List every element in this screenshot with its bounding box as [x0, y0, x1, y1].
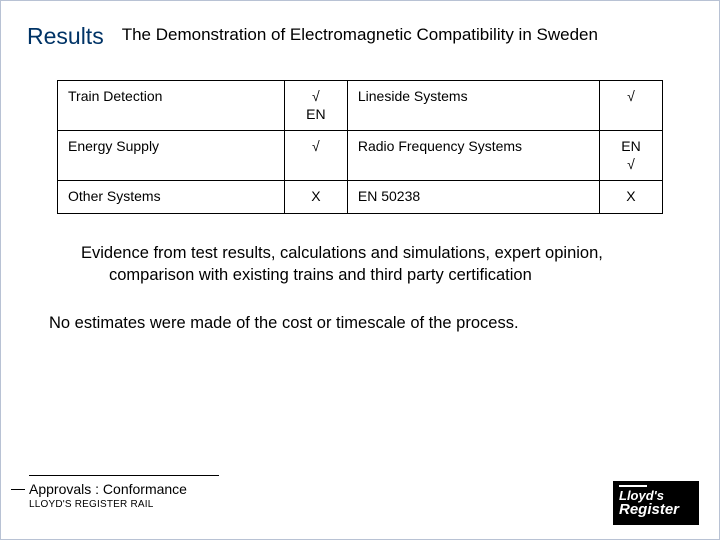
cell-label: EN 50238	[347, 181, 599, 214]
cell-status: √ EN	[284, 81, 347, 131]
cell-label: Lineside Systems	[347, 81, 599, 131]
cell-status: EN √	[599, 131, 662, 181]
footer: Approvals : Conformance LLOYD'S REGISTER…	[1, 471, 719, 539]
cell-label: Train Detection	[58, 81, 285, 131]
table-row: Energy Supply √ Radio Frequency Systems …	[58, 131, 663, 181]
logo-rule	[619, 485, 647, 487]
cell-label: Energy Supply	[58, 131, 285, 181]
table-row: Train Detection √ EN Lineside Systems √	[58, 81, 663, 131]
cell-status: X	[284, 181, 347, 214]
cell-status: X	[599, 181, 662, 214]
slide: Results The Demonstration of Electromagn…	[0, 0, 720, 540]
compatibility-table: Train Detection √ EN Lineside Systems √ …	[1, 50, 719, 214]
title-main: Results	[27, 23, 104, 50]
logo-text-2: Register	[619, 502, 693, 517]
footer-dash	[11, 489, 25, 490]
cell-status: √	[284, 131, 347, 181]
footer-rule	[29, 475, 219, 476]
paragraph-evidence: Evidence from test results, calculations…	[49, 242, 671, 287]
table-row: Other Systems X EN 50238 X	[58, 181, 663, 214]
table: Train Detection √ EN Lineside Systems √ …	[57, 80, 663, 214]
cell-label: Other Systems	[58, 181, 285, 214]
header: Results The Demonstration of Electromagn…	[1, 1, 719, 50]
paragraph-noestimates: No estimates were made of the cost or ti…	[49, 312, 671, 334]
body-text: Evidence from test results, calculations…	[1, 214, 719, 335]
footer-subtitle: LLOYD'S REGISTER RAIL	[29, 499, 153, 510]
cell-status: √	[599, 81, 662, 131]
title-sub: The Demonstration of Electromagnetic Com…	[122, 23, 598, 45]
cell-label: Radio Frequency Systems	[347, 131, 599, 181]
footer-title: Approvals : Conformance	[29, 481, 187, 497]
lloyds-register-logo: Lloyd's Register	[613, 481, 699, 525]
